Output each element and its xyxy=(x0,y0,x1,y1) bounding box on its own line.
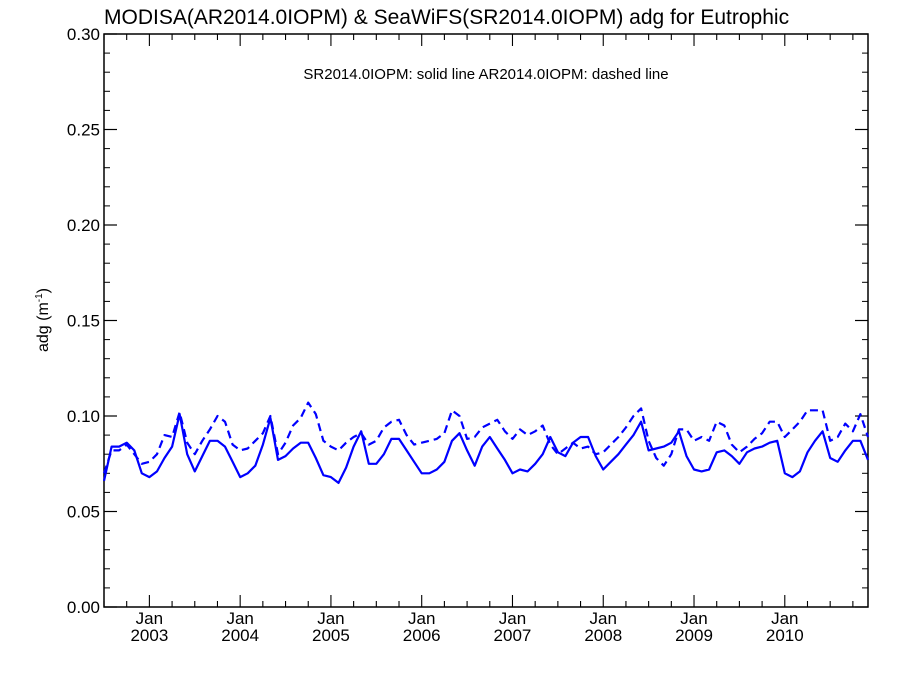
chart-title: MODISA(AR2014.0IOPM) & SeaWiFS(SR2014.0I… xyxy=(104,6,789,29)
x-tick-label-month: Jan xyxy=(136,609,163,628)
y-axis-label: adg (m-1) xyxy=(34,288,52,352)
x-tick-label-month: Jan xyxy=(680,609,707,628)
x-tick-label-month: Jan xyxy=(499,609,526,628)
x-tick-label-year: 2003 xyxy=(130,626,168,645)
x-tick-label-month: Jan xyxy=(226,609,253,628)
x-tick-label-year: 2004 xyxy=(221,626,259,645)
y-tick-label: 0.30 xyxy=(67,25,100,44)
y-tick-label: 0.10 xyxy=(67,407,100,426)
y-tick-label: 0.20 xyxy=(67,216,100,235)
x-tick-label-month: Jan xyxy=(408,609,435,628)
series-group xyxy=(102,401,870,484)
y-tick-label: 0.25 xyxy=(67,121,100,140)
x-tick-label-year: 2009 xyxy=(675,626,713,645)
x-tick-label-month: Jan xyxy=(317,609,344,628)
plot-frame xyxy=(103,33,869,608)
y-axis-label-superscript: -1 xyxy=(34,293,45,302)
axes: 0.000.050.100.150.200.250.30Jan2003Jan20… xyxy=(67,25,869,645)
y-tick-label: 0.00 xyxy=(67,598,100,617)
series-line-ar2014-0iopm xyxy=(102,401,870,474)
y-axis-label-text: adg (m xyxy=(35,302,52,352)
x-tick-label-month: Jan xyxy=(771,609,798,628)
y-tick-label: 0.15 xyxy=(67,312,100,331)
y-tick-label: 0.05 xyxy=(67,503,100,522)
y-axis-label-close: ) xyxy=(35,288,52,293)
chart-annotation: SR2014.0IOPM: solid line AR2014.0IOPM: d… xyxy=(303,66,668,83)
x-tick-label-year: 2006 xyxy=(403,626,441,645)
series-line-sr2014-0iopm xyxy=(102,413,870,484)
x-tick-label-year: 2010 xyxy=(766,626,804,645)
x-tick-label-year: 2005 xyxy=(312,626,350,645)
x-tick-label-month: Jan xyxy=(590,609,617,628)
x-tick-label-year: 2007 xyxy=(494,626,532,645)
x-tick-label-year: 2008 xyxy=(584,626,622,645)
